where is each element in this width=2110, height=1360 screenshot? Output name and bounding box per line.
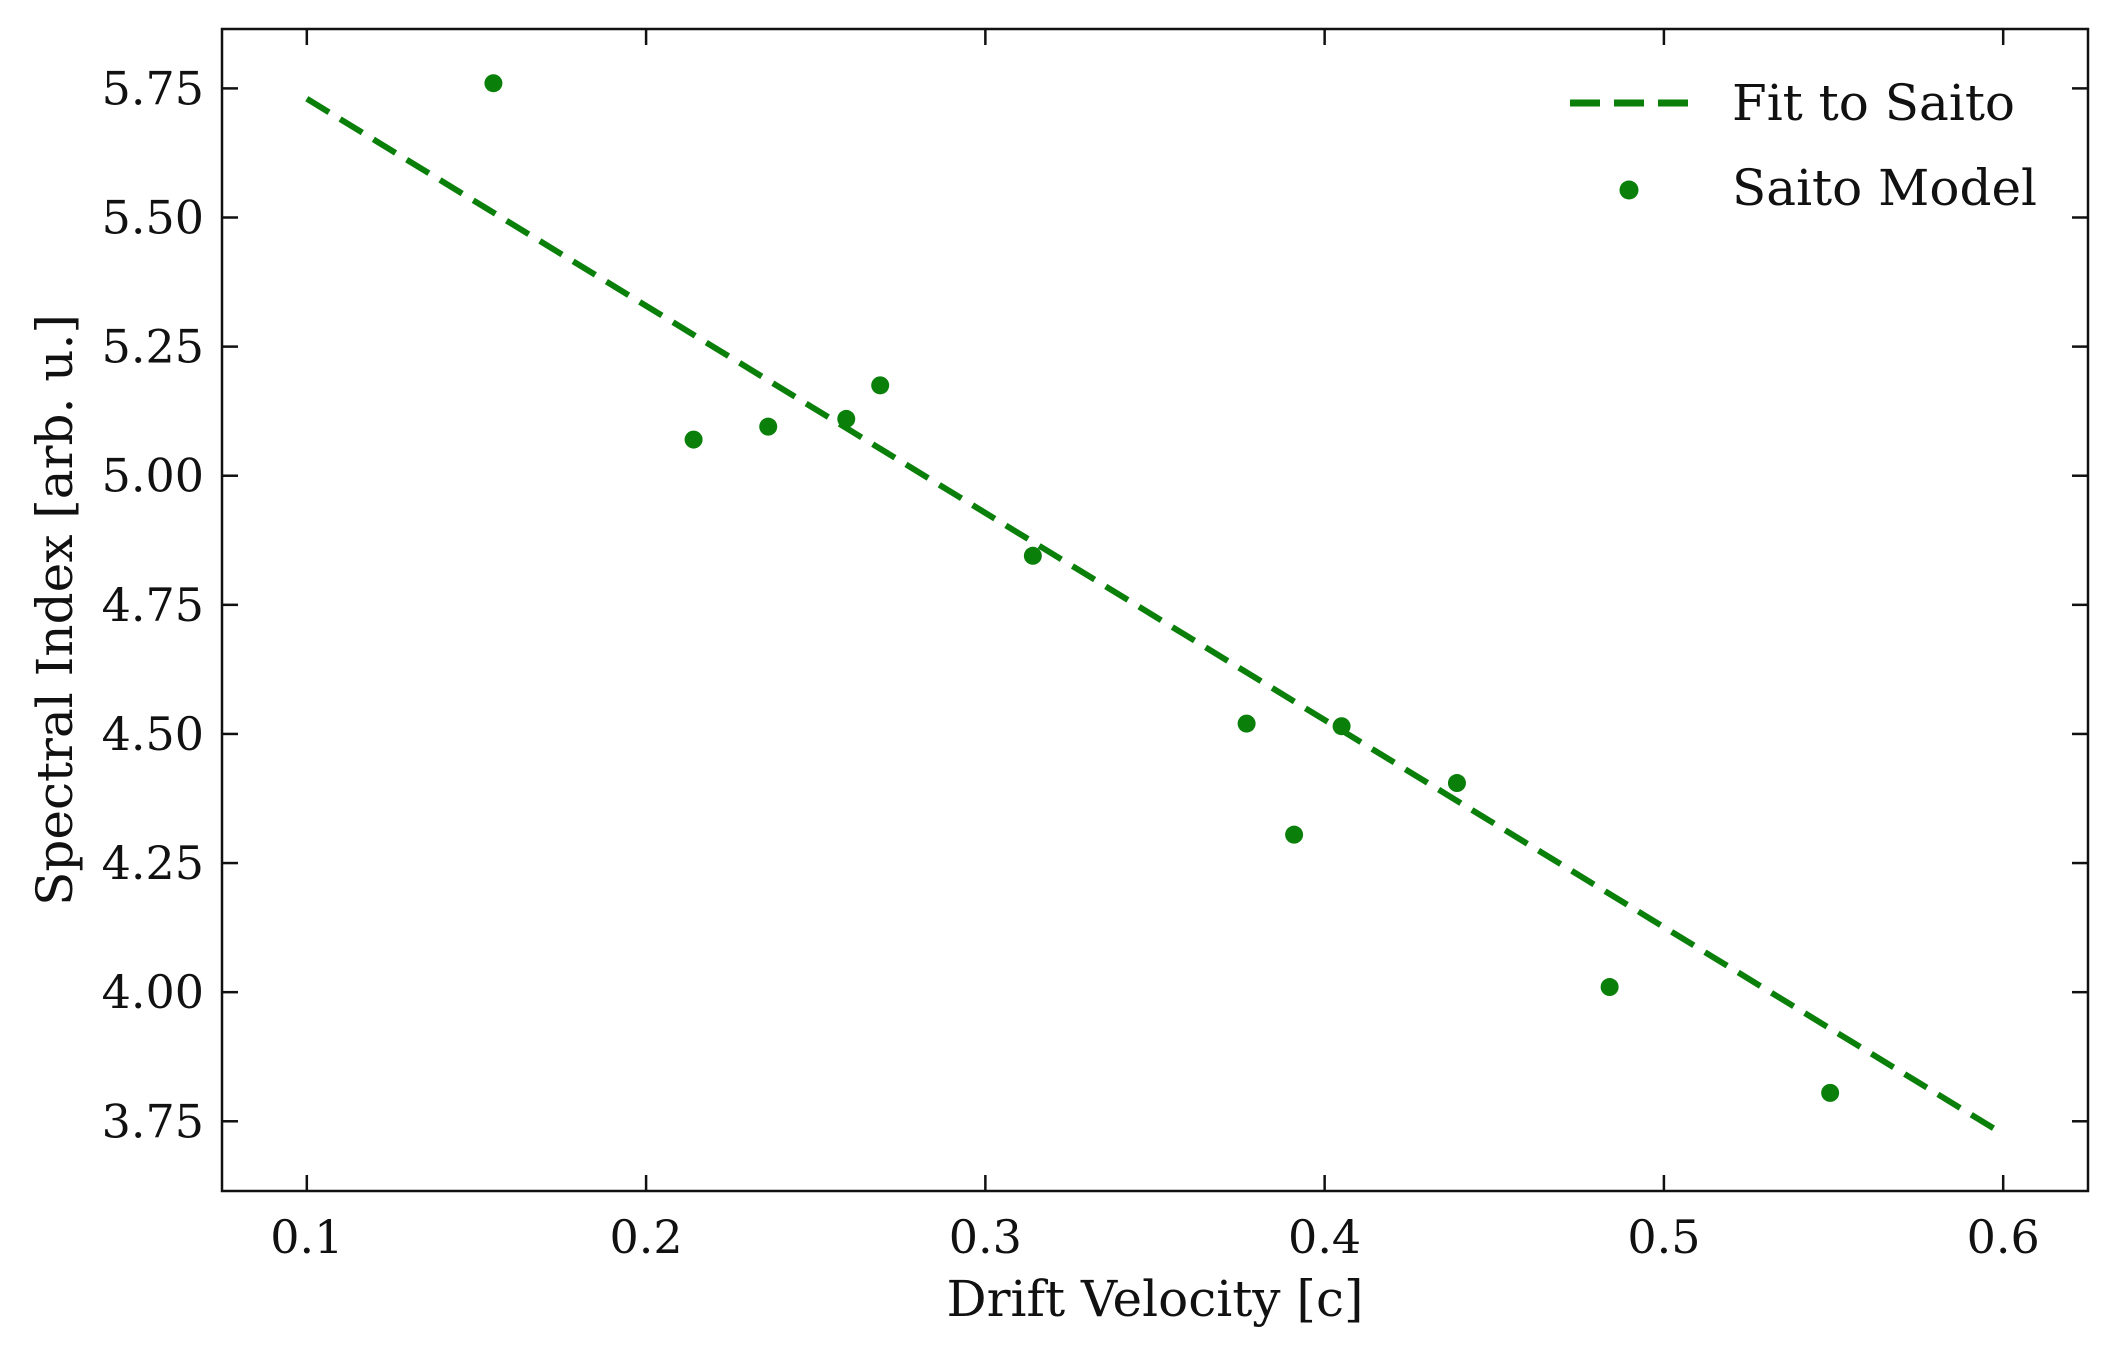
x-tick-label: 0.5 — [1627, 1210, 1700, 1264]
legend-label-fit: Fit to Saito — [1732, 74, 2015, 132]
y-tick-label: 5.25 — [102, 320, 204, 374]
y-tick-label: 4.50 — [102, 707, 204, 761]
data-point — [1821, 1084, 1839, 1102]
data-point — [759, 418, 777, 436]
data-point — [1601, 978, 1619, 996]
legend-dot-swatch — [1620, 181, 1639, 200]
data-point — [1238, 715, 1256, 733]
y-tick-label: 4.00 — [102, 965, 204, 1019]
data-point — [1333, 717, 1351, 735]
y-tick-label: 5.75 — [102, 61, 204, 115]
x-tick-label: 0.1 — [270, 1210, 343, 1264]
data-point — [1024, 547, 1042, 565]
legend-label-model: Saito Model — [1732, 159, 2037, 217]
x-axis-label: Drift Velocity [c] — [947, 1270, 1364, 1328]
data-point — [685, 431, 703, 449]
y-tick-label: 5.50 — [102, 191, 204, 245]
y-tick-label: 4.25 — [102, 836, 204, 890]
data-point — [837, 410, 855, 428]
data-point — [1448, 774, 1466, 792]
x-tick-label: 0.4 — [1288, 1210, 1361, 1264]
data-point — [484, 74, 502, 92]
data-point — [1285, 826, 1303, 844]
y-tick-label: 5.00 — [102, 449, 204, 503]
y-tick-label: 4.75 — [102, 578, 204, 632]
y-tick-label: 3.75 — [102, 1094, 204, 1148]
data-point — [871, 376, 889, 394]
x-tick-label: 0.6 — [1967, 1210, 2040, 1264]
y-axis-label: Spectral Index [arb. u.] — [26, 314, 84, 906]
x-tick-label: 0.3 — [949, 1210, 1022, 1264]
x-tick-label: 0.2 — [610, 1210, 683, 1264]
